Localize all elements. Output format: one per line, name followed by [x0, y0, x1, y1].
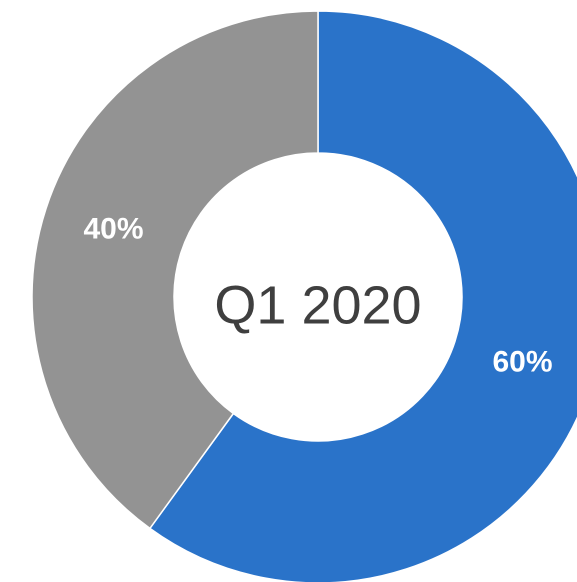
slice-label-1: 60% [492, 345, 552, 378]
slice-label-2: 40% [83, 213, 143, 246]
center-label: Q1 2020 [214, 275, 421, 335]
